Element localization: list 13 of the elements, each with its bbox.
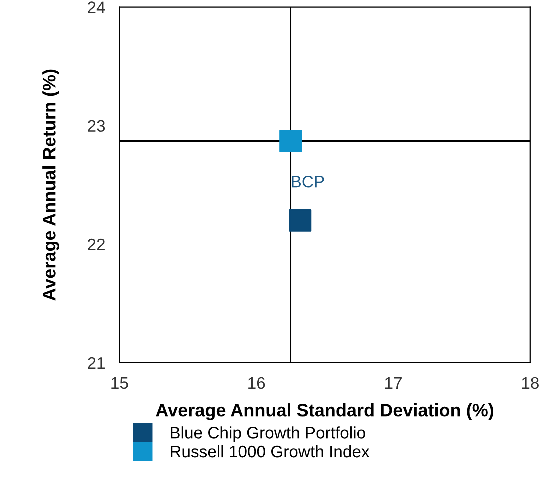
y-tick-label: 21 [88,357,105,370]
y-tick-label: 23 [88,120,106,132]
x-tick-label: 18 [522,377,539,390]
annotation: BCP [292,176,324,188]
legend-label: Blue Chip Growth Portfolio [171,426,366,442]
x-tick-label: 15 [112,378,128,390]
y-tick-label: 22 [88,238,105,250]
y-tick-label: 24 [88,2,106,14]
y-axis-title: Average Annual Return (%) [42,70,60,301]
legend-label: Russell 1000 Growth Index [171,445,370,458]
x-tick-label: 16 [248,377,266,390]
x-tick-label: 17 [385,378,402,389]
x-axis-title: Average Annual Standard Deviation (%) [156,404,494,420]
